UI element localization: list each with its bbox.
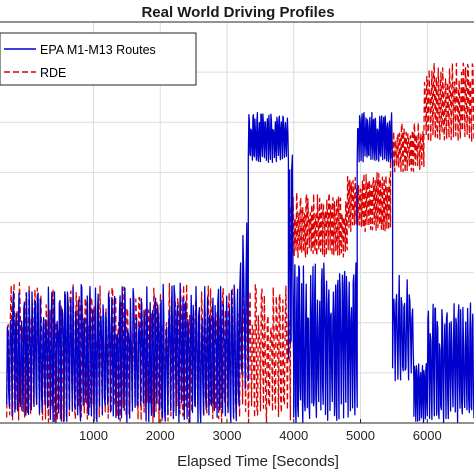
x-tick-label: 6000: [413, 428, 442, 443]
legend-label-epa: EPA M1-M13 Routes: [40, 43, 156, 57]
chart-title: Real World Driving Profiles: [141, 4, 334, 21]
legend: EPA M1-M13 Routes RDE: [0, 32, 197, 86]
x-tick-label: 5000: [346, 428, 375, 443]
series-line-rde: [6, 62, 474, 423]
x-axis-ticks: 1000 2000 3000 4000 5000 6000: [79, 419, 442, 443]
x-tick-label: 1000: [79, 428, 108, 443]
x-tick-label: 4000: [279, 428, 308, 443]
series-line-epa: [6, 111, 474, 423]
legend-box: [0, 32, 197, 86]
series-layer: [6, 62, 474, 423]
x-tick-label: 2000: [146, 428, 175, 443]
legend-label-rde: RDE: [40, 66, 66, 80]
x-tick-label: 3000: [213, 428, 242, 443]
x-axis-label: Elapsed Time [Seconds]: [177, 453, 339, 470]
